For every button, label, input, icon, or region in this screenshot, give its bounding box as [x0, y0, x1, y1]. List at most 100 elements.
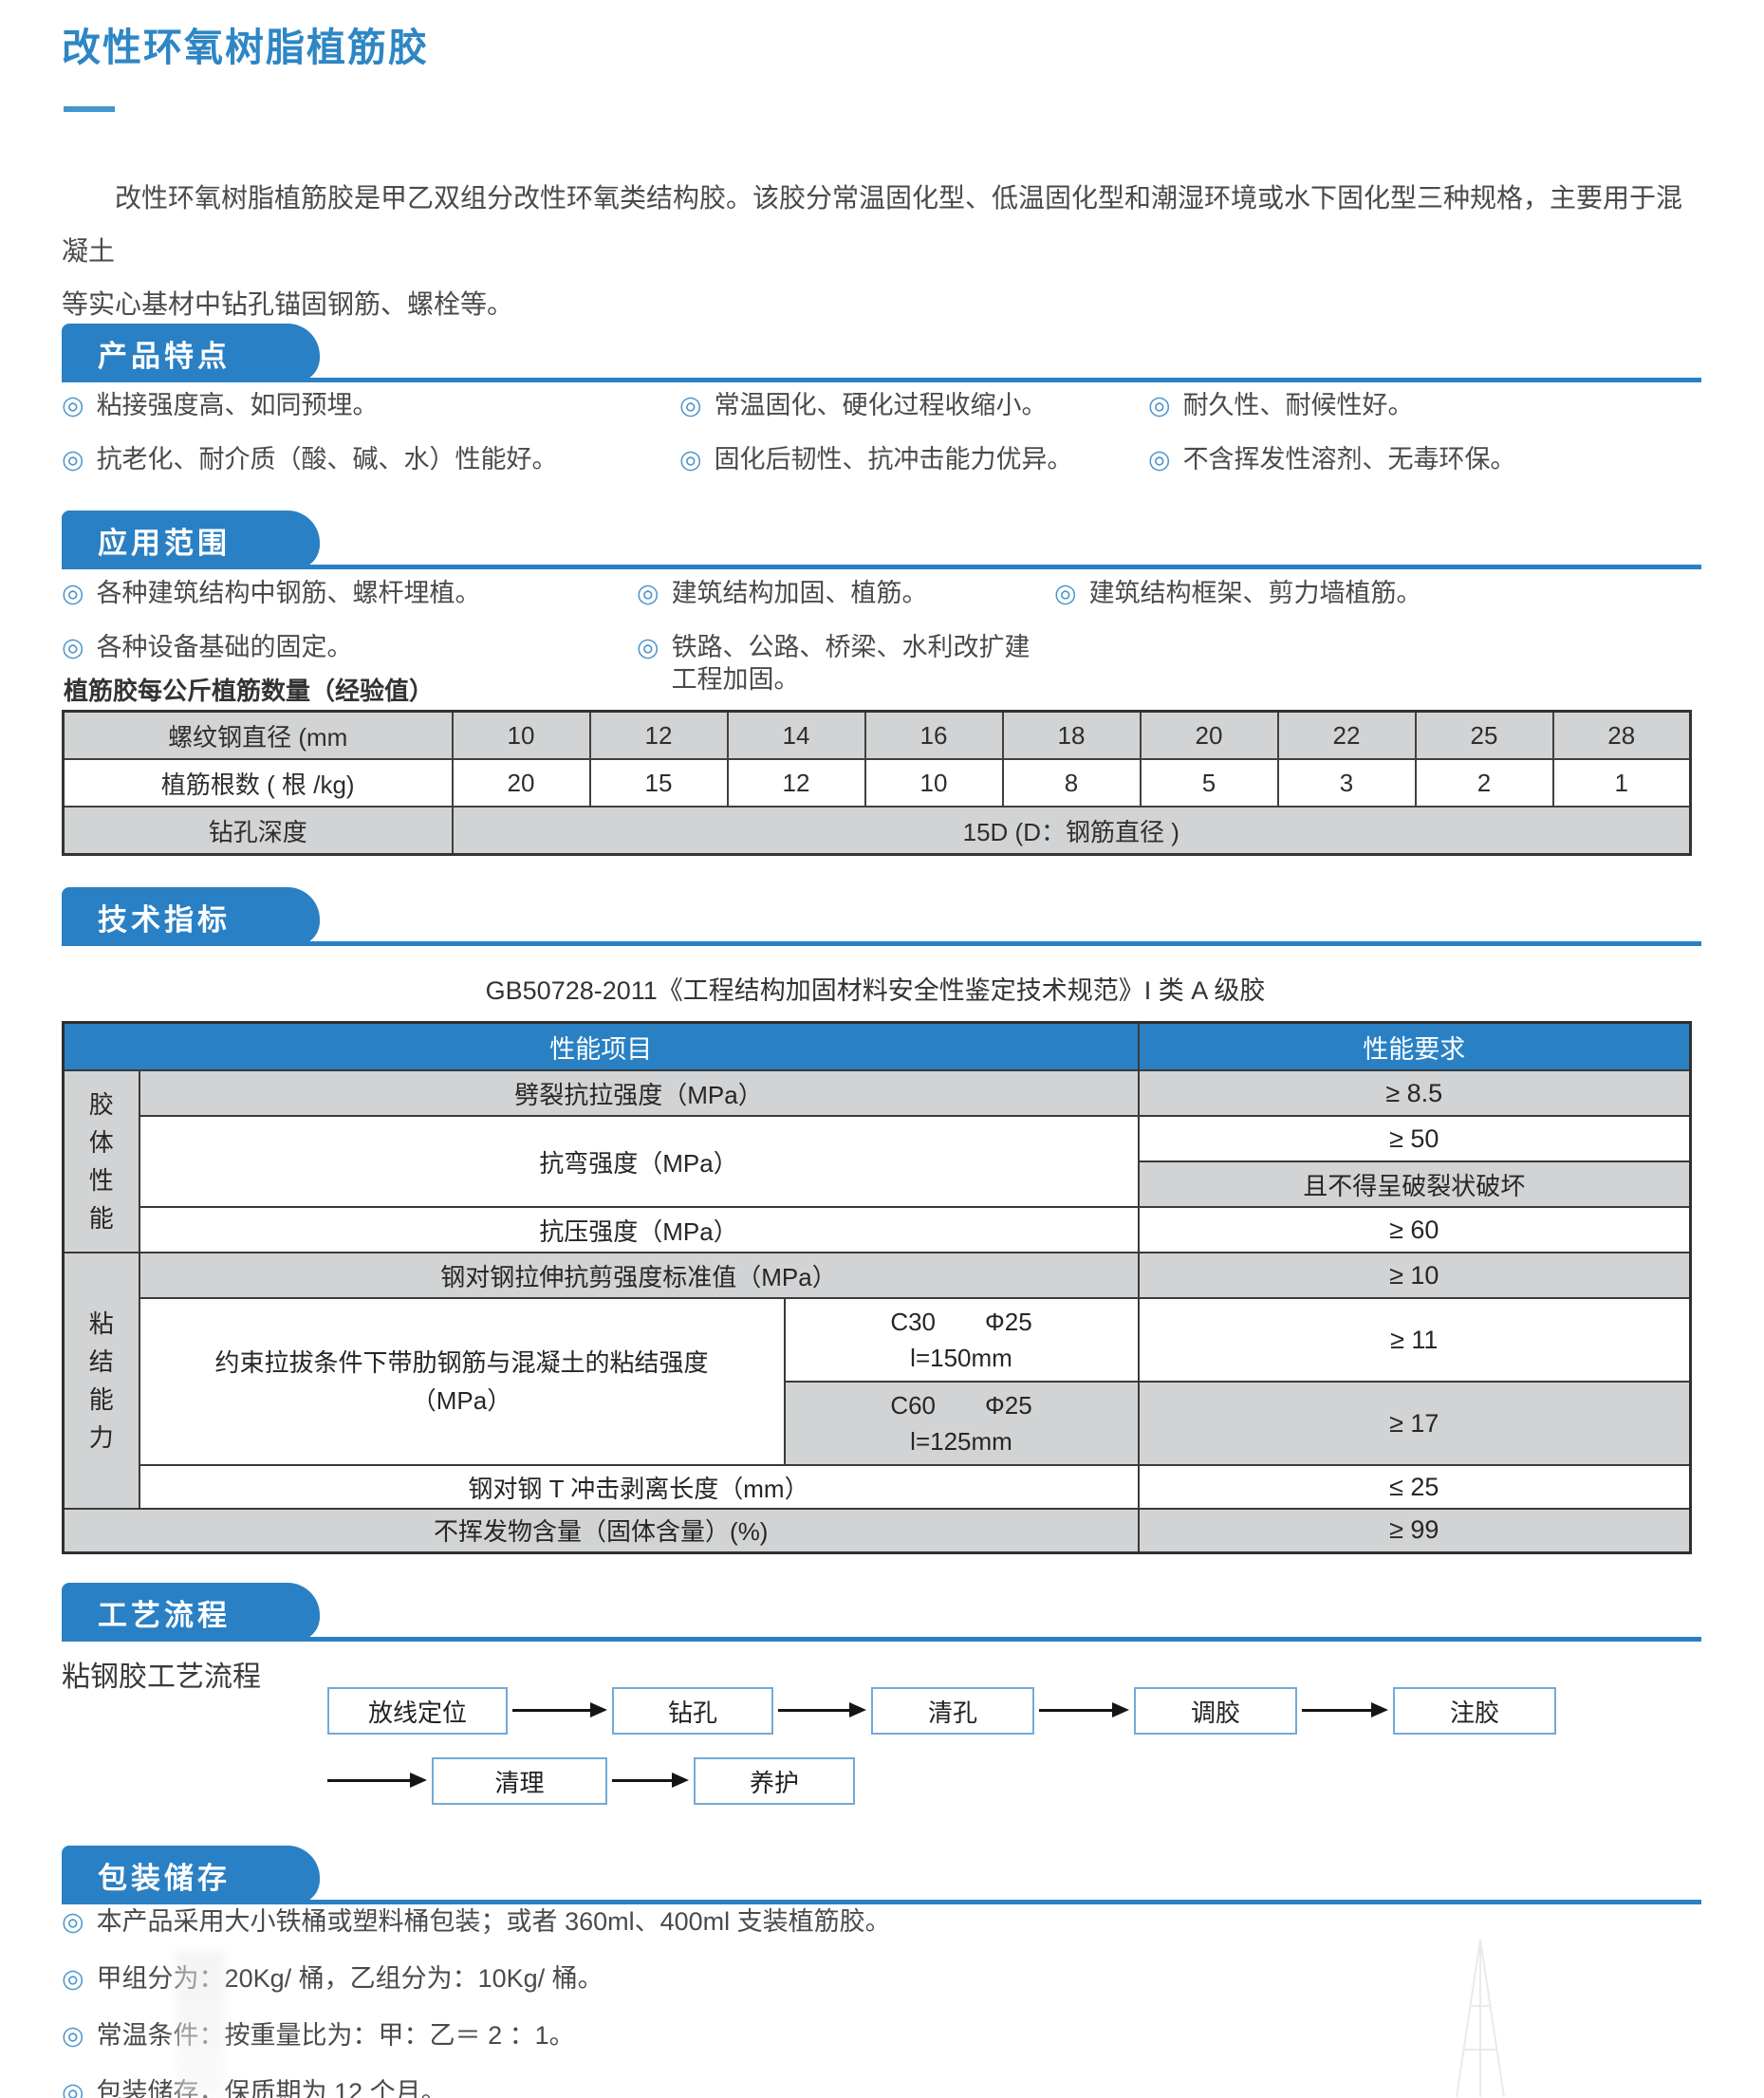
application-text: 建筑结构加固、植筋。	[671, 579, 928, 607]
col-header-req: 性能要求	[1137, 1021, 1692, 1071]
col-header-item: 性能项目	[62, 1021, 1140, 1071]
section-title-applications: 应用范围	[98, 526, 231, 560]
cell: 16	[863, 710, 1004, 760]
rebar-row-count: 植筋根数 ( 根 /kg) 20 15 12 10 8 5 3 2 1	[62, 758, 1692, 808]
row-bending-2: 且不得呈破裂状破坏	[64, 1160, 1692, 1208]
section-ribbon-process: 工艺流程	[62, 1583, 320, 1642]
cell: 14	[726, 710, 866, 760]
cell-depth-merged: 15D (D：钢筋直径 )	[451, 806, 1692, 856]
bullet-icon: ◎	[62, 633, 84, 661]
feature-text: 粘接强度高、如同预埋。	[96, 391, 379, 419]
cell: 5	[1139, 758, 1279, 808]
flow-step-layout: 放线定位	[327, 1687, 508, 1735]
flow-arrow-icon	[1039, 1702, 1129, 1717]
row-label: 植筋根数 ( 根 /kg)	[62, 758, 454, 808]
bullet-icon: ◎	[62, 391, 84, 419]
pullout-item-line-2: （MPa）	[411, 1386, 512, 1415]
row-pullout-c30: 约束拉拔条件下带肋钢筋与混凝土的粘结强度 （MPa） C30 Φ25 l=150…	[64, 1297, 1692, 1466]
packaging-text: 本产品采用大小铁桶或塑料桶包装；或者 360ml、400ml 支装植筋胶。	[96, 1907, 891, 1936]
tech-table-header: 性能项目 性能要求	[62, 1021, 1692, 1071]
feature-text: 抗老化、耐介质（酸、碱、水）性能好。	[96, 445, 558, 473]
section-title-tech: 技术指标	[98, 902, 231, 937]
intro-paragraph: 改性环氧树脂植筋胶是甲乙双组分改性环氧类结构胶。该胶分常温固化型、低温固化型和潮…	[62, 172, 1701, 331]
item-cell-pullout: 约束拉拔条件下带肋钢筋与混凝土的粘结强度 （MPa）	[138, 1297, 786, 1466]
section-header-applications: 应用范围	[62, 511, 1701, 569]
cell: 15	[588, 758, 729, 808]
watermark-left	[176, 1951, 225, 2098]
cell: 8	[1001, 758, 1142, 808]
req-cell: ≥ 8.5	[1137, 1069, 1692, 1117]
row-bending-1: 抗弯强度（MPa） ≥ 50	[64, 1115, 1692, 1208]
cell: 25	[1414, 710, 1554, 760]
packaging-text: 甲组分为：20Kg/ 桶，乙组分为：10Kg/ 桶。	[96, 1964, 603, 1993]
flow-step-cure: 养护	[694, 1757, 855, 1805]
group-label-body: 胶体性能	[62, 1069, 140, 1253]
row-peel: 钢对钢 T 冲击剥离长度（mm） ≤ 25	[64, 1464, 1692, 1510]
bullet-icon: ◎	[62, 2078, 84, 2098]
process-subtitle: 粘钢胶工艺流程	[62, 1662, 261, 1693]
condition-cell-c30: C30 Φ25 l=150mm	[783, 1297, 1140, 1383]
application-text: 铁路、公路、桥梁、水利改扩建工程加固。	[671, 633, 1031, 694]
bullet-icon: ◎	[1054, 579, 1077, 607]
feature-item: ◎ 抗老化、耐介质（酸、碱、水）性能好。	[62, 443, 679, 475]
cell: 10	[451, 710, 591, 760]
item-cell: 劈裂抗拉强度（MPa）	[138, 1069, 1140, 1117]
feature-item: ◎ 常温固化、硬化过程收缩小。	[679, 389, 1148, 421]
packaging-text: 包装储存，保质期为 12 个月。	[96, 2078, 447, 2098]
section-title-packaging: 包装储存	[98, 1861, 231, 1895]
application-text: 各种建筑结构中钢筋、螺杆埋植。	[96, 579, 481, 607]
feature-text: 耐久性、耐候性好。	[1182, 391, 1414, 419]
anchor-length: l=125mm	[910, 1427, 1012, 1456]
application-item: ◎ 建筑结构框架、剪力墙植筋。	[1054, 577, 1701, 609]
req-cell: ≥ 60	[1137, 1206, 1692, 1253]
flow-step-cleanup: 清理	[432, 1757, 607, 1805]
req-cell: 且不得呈破裂状破坏	[1137, 1160, 1692, 1208]
application-item: ◎ 铁路、公路、桥梁、水利改扩建工程加固。	[637, 631, 1054, 696]
req-cell: ≥ 10	[1137, 1252, 1692, 1299]
page-title: 改性环氧树脂植筋胶	[62, 26, 429, 69]
bullet-icon: ◎	[637, 579, 659, 607]
cell: 3	[1276, 758, 1417, 808]
feature-text: 常温固化、硬化过程收缩小。	[714, 391, 1048, 419]
item-cell: 钢对钢 T 冲击剥离长度（mm）	[138, 1464, 1140, 1510]
req-cell: ≤ 25	[1137, 1464, 1692, 1510]
flow-arrow-icon	[512, 1702, 607, 1717]
flow-arrow-icon	[778, 1702, 866, 1717]
feature-item: ◎ 粘接强度高、如同预埋。	[62, 389, 679, 421]
section-header-tech: 技术指标	[62, 887, 1701, 946]
section-ribbon-applications: 应用范围	[62, 511, 320, 569]
section-header-packaging: 包装储存	[62, 1846, 1701, 1904]
tech-table: 性能项目 性能要求 胶体性能 劈裂抗拉强度（MPa） ≥ 8.5 抗弯强度（MP…	[62, 1021, 1693, 1554]
section-ribbon-tech: 技术指标	[62, 887, 320, 946]
item-cell: 抗压强度（MPa）	[138, 1206, 1140, 1253]
intro-line-1: 改性环氧树脂植筋胶是甲乙双组分改性环氧类结构胶。该胶分常温固化型、低温固化型和潮…	[62, 183, 1683, 266]
item-cell: 抗弯强度（MPa）	[138, 1115, 1140, 1208]
cell: 18	[1001, 710, 1142, 760]
application-item: ◎ 各种设备基础的固定。	[62, 631, 637, 696]
bullet-icon: ◎	[1148, 391, 1171, 419]
flow-step-mix-glue: 调胶	[1134, 1687, 1297, 1735]
req-cell: ≥ 11	[1137, 1297, 1692, 1383]
bullet-icon: ◎	[1148, 445, 1171, 473]
feature-text: 不含挥发性溶剂、无毒环保。	[1182, 445, 1516, 473]
watermark-tower	[1456, 1939, 1505, 2098]
section-ribbon-features: 产品特点	[62, 324, 320, 382]
flow-arrow-icon	[1302, 1702, 1388, 1717]
row-nonvolatile: 不挥发物含量（固体含量）(%) ≥ 99	[62, 1508, 1692, 1553]
cell: 28	[1551, 710, 1692, 760]
feature-item: ◎ 固化后韧性、抗冲击能力优异。	[679, 443, 1148, 475]
rebar-table: 螺纹钢直径 (mm 10 12 14 16 18 20 22 25 28 植筋根…	[62, 710, 1692, 856]
packaging-text: 常温条件：按重量比为：甲：乙＝ 2 ：1。	[96, 2021, 575, 2050]
req-cell: ≥ 17	[1137, 1381, 1692, 1466]
cell: 20	[451, 758, 591, 808]
flow-step-drill: 钻孔	[612, 1687, 773, 1735]
row-label: 钻孔深度	[62, 806, 454, 856]
feature-item: ◎ 耐久性、耐候性好。	[1148, 389, 1701, 421]
row-split-tensile: 胶体性能 劈裂抗拉强度（MPa） ≥ 8.5	[62, 1069, 1692, 1253]
row-pullout-c60: C60 Φ25 l=125mm ≥ 17	[64, 1381, 1692, 1466]
cell: 12	[726, 758, 866, 808]
rebar-row-depth: 钻孔深度 15D (D：钢筋直径 )	[62, 806, 1692, 856]
cell: 1	[1551, 758, 1692, 808]
application-text: 建筑结构框架、剪力墙植筋。	[1088, 579, 1422, 607]
